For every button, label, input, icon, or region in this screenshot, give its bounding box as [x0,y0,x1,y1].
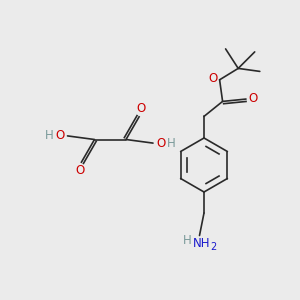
Text: O: O [136,102,146,115]
Text: O: O [156,137,165,150]
Text: O: O [55,129,64,142]
Text: H: H [45,129,54,142]
Text: 2: 2 [210,242,216,252]
Text: O: O [75,164,84,177]
Text: H: H [182,233,191,247]
Text: H: H [167,137,176,150]
Text: O: O [249,92,258,106]
Text: O: O [208,72,217,85]
Text: NH: NH [193,237,211,250]
